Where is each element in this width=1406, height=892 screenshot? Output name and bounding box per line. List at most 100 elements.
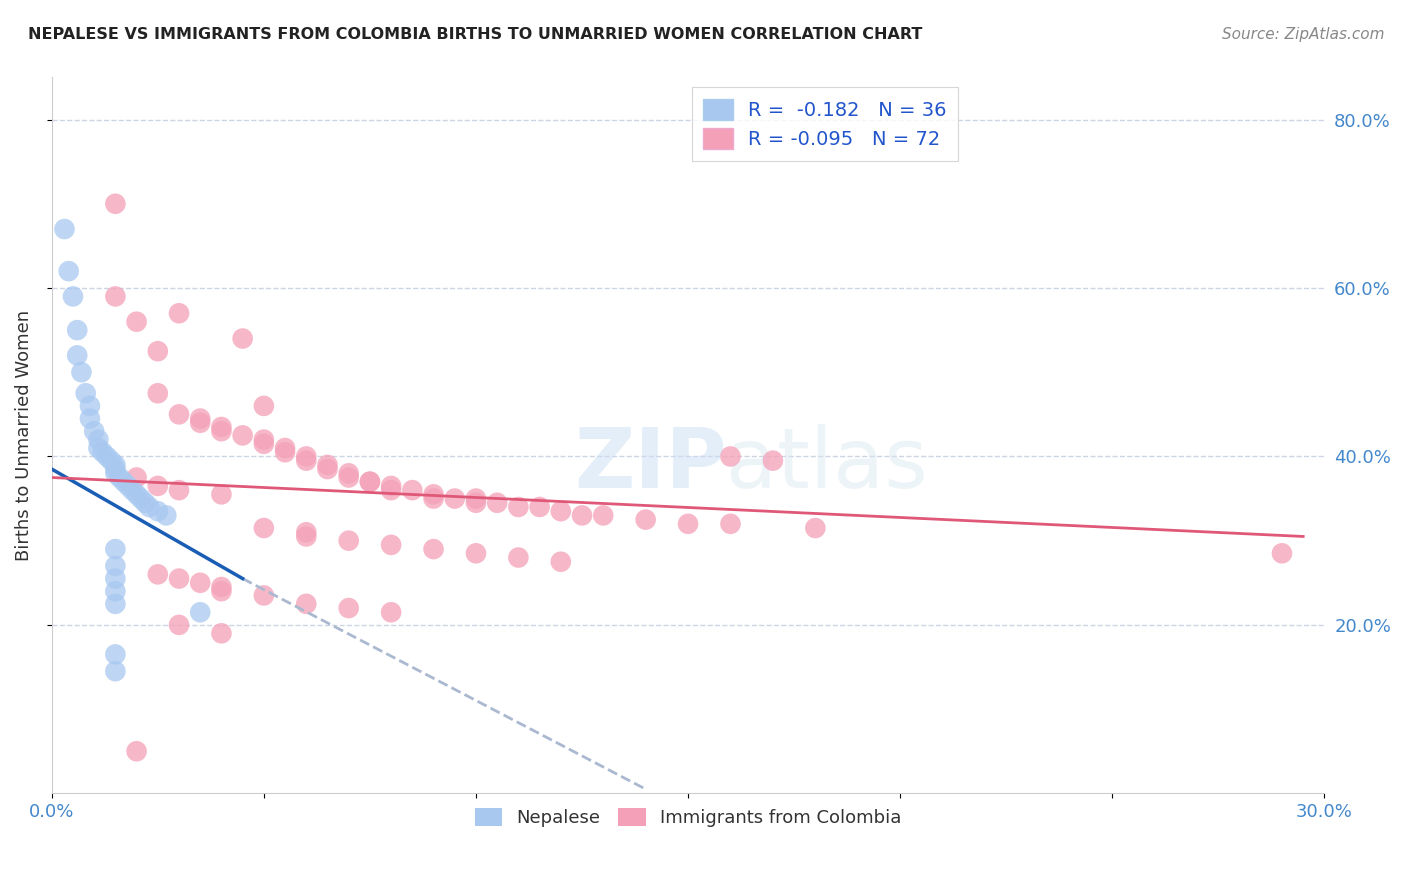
Point: [1271, 546, 1294, 560]
Point: [66, 323, 89, 337]
Point: [104, 289, 127, 303]
Point: [676, 516, 699, 531]
Point: [380, 479, 402, 493]
Point: [70, 365, 93, 379]
Point: [232, 332, 254, 346]
Point: [253, 437, 276, 451]
Text: ZIP: ZIP: [574, 424, 727, 505]
Point: [209, 424, 232, 438]
Point: [117, 479, 139, 493]
Point: [316, 458, 339, 472]
Point: [592, 508, 614, 523]
Point: [104, 597, 127, 611]
Point: [253, 433, 276, 447]
Point: [167, 572, 190, 586]
Point: [167, 483, 190, 497]
Point: [125, 487, 148, 501]
Point: [634, 513, 657, 527]
Point: [209, 626, 232, 640]
Point: [112, 475, 135, 489]
Point: [79, 399, 101, 413]
Point: [188, 416, 211, 430]
Point: [422, 542, 444, 557]
Legend: Nepalese, Immigrants from Colombia: Nepalese, Immigrants from Colombia: [468, 801, 908, 834]
Point: [253, 399, 276, 413]
Point: [188, 605, 211, 619]
Point: [87, 433, 110, 447]
Point: [401, 483, 423, 497]
Point: [295, 525, 318, 540]
Text: Source: ZipAtlas.com: Source: ZipAtlas.com: [1222, 27, 1385, 42]
Point: [91, 445, 114, 459]
Point: [465, 491, 488, 506]
Point: [253, 521, 276, 535]
Point: [104, 572, 127, 586]
Point: [571, 508, 593, 523]
Point: [167, 618, 190, 632]
Point: [295, 450, 318, 464]
Point: [104, 664, 127, 678]
Point: [232, 428, 254, 442]
Point: [125, 744, 148, 758]
Point: [508, 550, 530, 565]
Text: atlas: atlas: [727, 424, 928, 505]
Point: [104, 558, 127, 573]
Point: [337, 467, 360, 481]
Point: [83, 424, 105, 438]
Point: [529, 500, 551, 514]
Point: [295, 529, 318, 543]
Point: [108, 470, 131, 484]
Point: [104, 648, 127, 662]
Point: [550, 555, 572, 569]
Point: [146, 479, 169, 493]
Point: [62, 289, 84, 303]
Point: [125, 315, 148, 329]
Point: [75, 386, 97, 401]
Point: [550, 504, 572, 518]
Point: [274, 445, 297, 459]
Point: [337, 470, 360, 484]
Point: [104, 462, 127, 476]
Point: [167, 306, 190, 320]
Y-axis label: Births to Unmarried Women: Births to Unmarried Women: [15, 310, 32, 561]
Point: [274, 441, 297, 455]
Point: [104, 467, 127, 481]
Point: [146, 567, 169, 582]
Point: [96, 450, 118, 464]
Point: [104, 542, 127, 557]
Point: [138, 500, 160, 514]
Point: [104, 196, 127, 211]
Point: [253, 589, 276, 603]
Point: [125, 470, 148, 484]
Point: [465, 496, 488, 510]
Point: [155, 508, 177, 523]
Point: [121, 483, 143, 497]
Point: [79, 411, 101, 425]
Point: [209, 420, 232, 434]
Point: [188, 411, 211, 425]
Point: [146, 344, 169, 359]
Point: [209, 584, 232, 599]
Point: [87, 441, 110, 455]
Text: NEPALESE VS IMMIGRANTS FROM COLOMBIA BIRTHS TO UNMARRIED WOMEN CORRELATION CHART: NEPALESE VS IMMIGRANTS FROM COLOMBIA BIR…: [28, 27, 922, 42]
Point: [359, 475, 381, 489]
Point: [486, 496, 509, 510]
Point: [380, 605, 402, 619]
Point: [146, 386, 169, 401]
Point: [337, 533, 360, 548]
Point: [359, 475, 381, 489]
Point: [804, 521, 827, 535]
Point: [316, 462, 339, 476]
Point: [209, 580, 232, 594]
Point: [104, 584, 127, 599]
Point: [295, 453, 318, 467]
Point: [146, 504, 169, 518]
Point: [422, 487, 444, 501]
Point: [134, 496, 156, 510]
Point: [720, 516, 742, 531]
Point: [295, 597, 318, 611]
Point: [465, 546, 488, 560]
Point: [129, 491, 152, 506]
Point: [188, 575, 211, 590]
Point: [167, 408, 190, 422]
